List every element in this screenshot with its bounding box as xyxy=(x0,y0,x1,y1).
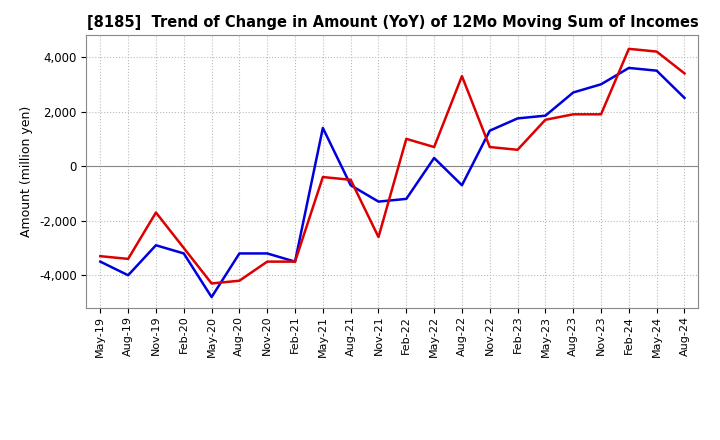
Net Income xyxy=(541,117,550,122)
Net Income xyxy=(485,144,494,150)
Net Income xyxy=(513,147,522,152)
Y-axis label: Amount (million yen): Amount (million yen) xyxy=(20,106,33,237)
Ordinary Income xyxy=(680,95,689,101)
Net Income xyxy=(207,281,216,286)
Net Income xyxy=(374,235,383,240)
Net Income xyxy=(346,177,355,183)
Ordinary Income xyxy=(513,116,522,121)
Net Income xyxy=(263,259,271,264)
Net Income xyxy=(179,246,188,251)
Net Income xyxy=(624,46,633,51)
Ordinary Income xyxy=(652,68,661,73)
Net Income xyxy=(402,136,410,142)
Ordinary Income xyxy=(152,242,161,248)
Ordinary Income xyxy=(96,259,104,264)
Ordinary Income xyxy=(124,273,132,278)
Ordinary Income xyxy=(402,196,410,202)
Net Income xyxy=(680,71,689,76)
Ordinary Income xyxy=(291,259,300,264)
Ordinary Income xyxy=(207,294,216,300)
Line: Ordinary Income: Ordinary Income xyxy=(100,68,685,297)
Ordinary Income xyxy=(485,128,494,133)
Ordinary Income xyxy=(569,90,577,95)
Title: [8185]  Trend of Change in Amount (YoY) of 12Mo Moving Sum of Incomes: [8185] Trend of Change in Amount (YoY) o… xyxy=(86,15,698,30)
Ordinary Income xyxy=(179,251,188,256)
Ordinary Income xyxy=(458,183,467,188)
Net Income xyxy=(152,210,161,215)
Ordinary Income xyxy=(624,65,633,70)
Ordinary Income xyxy=(318,125,327,131)
Ordinary Income xyxy=(541,113,550,118)
Net Income xyxy=(652,49,661,54)
Ordinary Income xyxy=(597,82,606,87)
Net Income xyxy=(235,278,243,283)
Ordinary Income xyxy=(430,155,438,161)
Net Income xyxy=(569,112,577,117)
Net Income xyxy=(124,256,132,261)
Net Income xyxy=(597,112,606,117)
Line: Net Income: Net Income xyxy=(100,49,685,283)
Net Income xyxy=(96,253,104,259)
Ordinary Income xyxy=(235,251,243,256)
Net Income xyxy=(430,144,438,150)
Ordinary Income xyxy=(263,251,271,256)
Net Income xyxy=(458,73,467,79)
Net Income xyxy=(291,259,300,264)
Net Income xyxy=(318,174,327,180)
Ordinary Income xyxy=(346,183,355,188)
Ordinary Income xyxy=(374,199,383,204)
